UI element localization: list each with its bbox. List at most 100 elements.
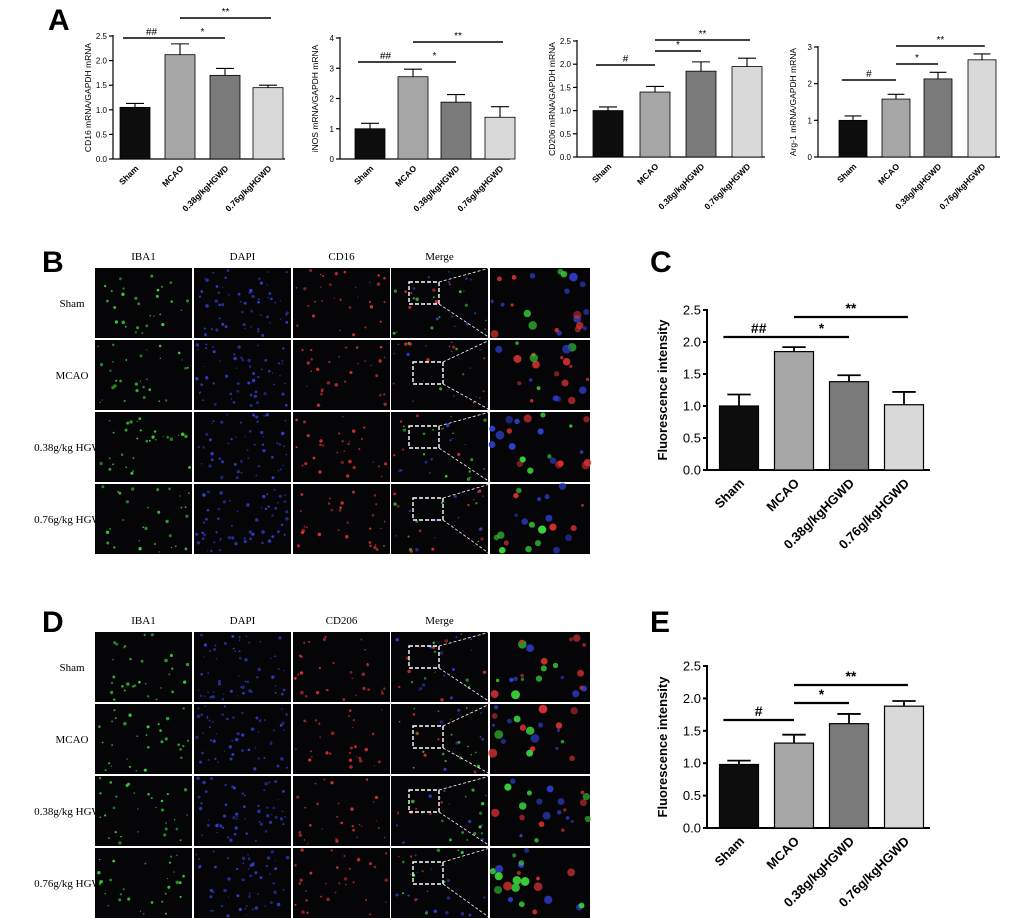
bar-3 <box>828 381 870 471</box>
significance-mark: ** <box>454 31 462 42</box>
category-label: Sham <box>711 476 747 512</box>
panel-letter-a: A <box>48 4 70 37</box>
y-tick-label: 2.0 <box>683 335 701 350</box>
micrograph-image <box>194 484 291 554</box>
zoom-box <box>412 725 444 749</box>
y-tick-label: 1 <box>330 125 335 134</box>
significance-mark: # <box>623 54 629 65</box>
micrograph-image <box>293 268 390 338</box>
micrograph-image <box>391 848 488 918</box>
micrograph-row-label: MCAO <box>55 734 88 746</box>
y-tick-label: 2 <box>330 95 335 104</box>
zoom-box <box>412 361 444 385</box>
micrograph-row-label: Sham <box>59 298 85 310</box>
bar-1 <box>354 128 386 160</box>
micrograph-image <box>293 848 390 918</box>
y-tick-label: 2.0 <box>96 57 108 66</box>
chart-e: 0.0 0.5 1.0 1.5 2.0 2.5 Fluorescence intensity… <box>655 659 930 910</box>
significance-mark: # <box>755 703 763 719</box>
category-label: MCAO <box>160 163 186 189</box>
bar-1 <box>718 405 760 471</box>
bar-4 <box>883 705 925 829</box>
y-tick-label: 4 <box>330 34 335 43</box>
micrograph-image <box>194 776 291 846</box>
micrograph-row-label: MCAO <box>55 370 88 382</box>
category-label: Sham <box>117 163 141 187</box>
micrograph-image <box>194 340 291 410</box>
micrograph-image <box>391 484 488 554</box>
significance-mark: * <box>201 27 205 38</box>
y-axis-label: Fluorescence intensity <box>655 676 670 818</box>
bar-2 <box>773 742 815 829</box>
bar-3 <box>828 723 870 829</box>
bar-2 <box>639 91 671 158</box>
bar-2 <box>881 98 911 158</box>
micrograph-column-label: DAPI <box>230 615 256 627</box>
category-label: MCAO <box>876 161 902 187</box>
significance-mark: * <box>819 686 825 702</box>
category-label: MCAO <box>763 476 802 515</box>
micrograph-image <box>194 412 291 482</box>
micrograph-image <box>95 776 192 846</box>
zoom-box <box>412 861 444 885</box>
y-tick-label: 0.5 <box>96 130 108 139</box>
bar-3 <box>440 101 472 160</box>
micrograph-image <box>293 412 390 482</box>
significance-mark: ** <box>845 668 856 684</box>
significance-mark: ** <box>937 35 945 46</box>
significance-mark: ** <box>222 7 230 18</box>
chart-c: 0.0 0.5 1.0 1.5 2.0 2.5 Fluorescence intensity… <box>655 300 930 552</box>
micrograph-grids: IBA1 DAPI CD16 Merge Sham MCAO 0.38g/kg HGWD 0.… <box>34 251 592 918</box>
y-tick-label: 2.5 <box>683 303 701 318</box>
zoom-box <box>412 497 444 521</box>
y-axis-label: CD16 mRNA/GAPDH mRNA <box>83 43 93 152</box>
micrograph-grid-d: IBA1 DAPI CD206 Merge Sham MCAO 0.38g/kg HGWD 0… <box>34 615 592 918</box>
micrograph-image <box>391 340 488 410</box>
bar-4 <box>252 87 284 160</box>
bar-4 <box>967 59 997 158</box>
y-tick-label: 0.5 <box>683 788 701 803</box>
significance-mark: * <box>433 51 437 62</box>
micrograph-column-label: Merge <box>425 615 454 627</box>
bar-1 <box>119 106 151 160</box>
zoom-box <box>408 645 440 669</box>
y-tick-label: 0.5 <box>560 130 572 139</box>
micrograph-image <box>391 704 488 774</box>
zoom-box <box>408 281 440 305</box>
micrograph-column-label: CD16 <box>328 251 355 263</box>
category-label: MCAO <box>635 161 661 187</box>
y-axis-label: Fluorescence intensity <box>655 319 670 461</box>
y-tick-label: 0 <box>330 155 335 164</box>
significance-mark: ## <box>380 51 392 62</box>
zoom-box <box>408 789 440 813</box>
category-label: 0.76g/kgHGWD <box>223 163 273 213</box>
micrograph-row-label: 0.76g/kg HGWD <box>34 514 110 526</box>
y-tick-label: 1.0 <box>683 399 701 414</box>
significance-mark: # <box>866 69 872 80</box>
y-tick-label: 2.0 <box>560 60 572 69</box>
y-tick-label: 0.5 <box>683 431 701 446</box>
category-label: Sham <box>352 163 376 187</box>
micrograph-image <box>95 268 192 338</box>
category-label: MCAO <box>763 834 802 873</box>
bar-2 <box>164 54 196 160</box>
bar-1 <box>838 119 868 158</box>
micrograph-row-label: 0.38g/kg HGWD <box>34 442 110 454</box>
significance-mark: * <box>676 40 680 51</box>
category-label: 0.76g/kgHGWD <box>702 161 752 211</box>
y-tick-label: 2.5 <box>683 659 701 674</box>
y-tick-label: 1.0 <box>560 107 572 116</box>
y-tick-label: 1.5 <box>683 723 701 738</box>
category-label: Sham <box>711 834 747 870</box>
bar-1 <box>718 763 760 829</box>
micrograph-image <box>490 632 590 702</box>
y-tick-label: 1.5 <box>96 81 108 90</box>
y-tick-label: 1.5 <box>683 367 701 382</box>
y-tick-label: 0.0 <box>96 155 108 164</box>
bar-1 <box>592 110 624 158</box>
bar-3 <box>923 78 953 158</box>
category-label: MCAO <box>393 163 419 189</box>
y-tick-label: 0.0 <box>683 463 701 478</box>
significance-mark: * <box>915 53 919 64</box>
